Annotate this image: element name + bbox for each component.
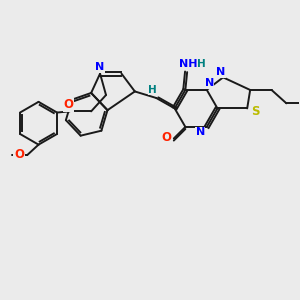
Text: H: H xyxy=(197,59,206,69)
Text: O: O xyxy=(161,131,171,144)
Text: NH: NH xyxy=(179,59,198,69)
Text: N: N xyxy=(205,78,214,88)
Text: H: H xyxy=(148,85,157,95)
Text: O: O xyxy=(14,148,24,161)
Text: N: N xyxy=(216,67,225,77)
Text: N: N xyxy=(95,62,104,72)
Text: O: O xyxy=(63,98,73,111)
Text: N: N xyxy=(196,127,205,137)
Text: S: S xyxy=(251,106,260,118)
